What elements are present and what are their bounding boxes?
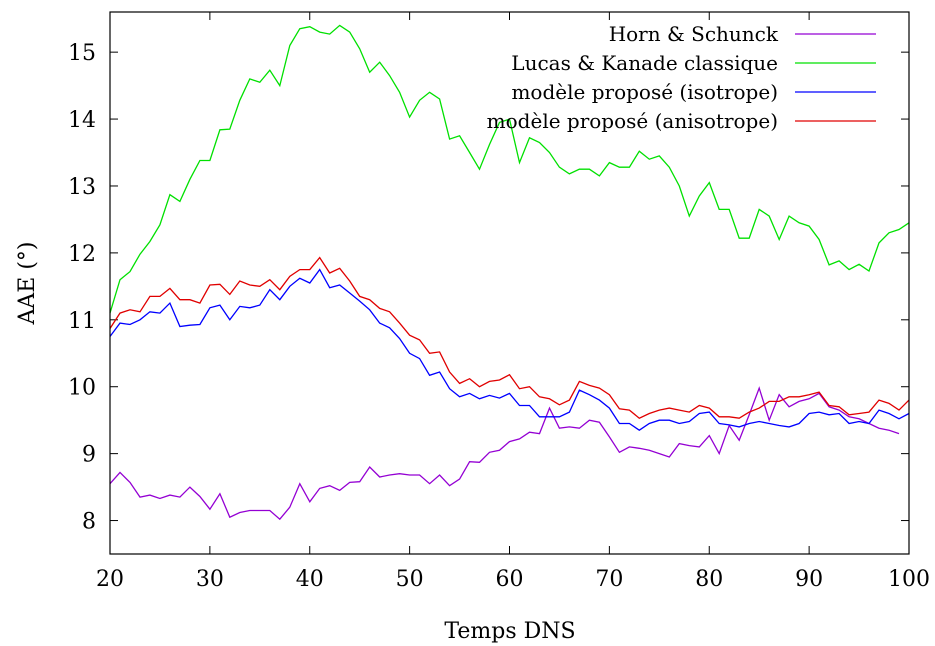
x-tick-label: 30 (196, 567, 224, 592)
legend-label: modèle proposé (anisotrope) (487, 109, 778, 133)
x-axis-title: Temps DNS (444, 619, 575, 644)
y-tick-label: 11 (68, 309, 96, 334)
legend: Horn & Schunck Lucas & Kanade classique mo… (487, 22, 876, 133)
x-tick-label: 80 (695, 567, 723, 592)
x-tick-label: 60 (496, 567, 524, 592)
y-axis-title: AAE (°) (15, 242, 40, 326)
legend-label: Lucas & Kanade classique (511, 51, 778, 75)
y-tick-label: 9 (82, 443, 96, 468)
series-line-3 (109, 268, 910, 431)
y-tick-label: 13 (68, 175, 96, 200)
series-line-1 (109, 386, 900, 521)
y-tick-label: 12 (68, 242, 96, 267)
legend-label: modèle proposé (isotrope) (511, 80, 778, 104)
plot-frame (109, 11, 910, 555)
x-tick-label: 100 (888, 567, 930, 592)
series-line-4 (109, 256, 910, 419)
series-layer (109, 24, 910, 521)
x-tick-label: 70 (595, 567, 623, 592)
y-tick-label: 15 (68, 41, 96, 66)
tick-layer: 20 30 40 50 60 70 80 90 100 8 9 10 11 12 13 14 15 (68, 12, 930, 592)
series-line-2 (109, 24, 910, 314)
legend-label: Horn & Schunck (609, 22, 779, 46)
y-tick-label: 8 (82, 510, 96, 535)
x-tick-label: 50 (396, 567, 424, 592)
x-tick-label: 20 (96, 567, 124, 592)
x-tick-label: 90 (795, 567, 823, 592)
y-tick-label: 10 (68, 376, 96, 401)
y-tick-label: 14 (68, 108, 96, 133)
x-tick-label: 40 (296, 567, 324, 592)
